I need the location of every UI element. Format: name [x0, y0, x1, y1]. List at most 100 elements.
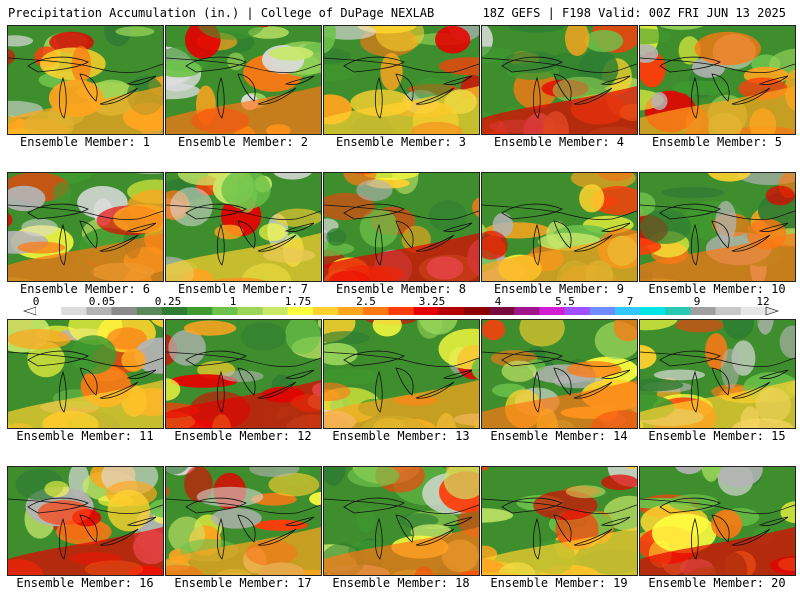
colorbar-tick-label: 1	[230, 296, 237, 308]
country-border	[166, 204, 321, 220]
lake-outline	[27, 203, 89, 220]
lake-outline	[395, 367, 414, 396]
precip-shading	[380, 53, 403, 91]
lake-outline	[126, 222, 157, 232]
precip-shading	[429, 199, 467, 232]
lake-outline	[257, 381, 297, 399]
panel-label: Ensemble Member: 20	[648, 576, 786, 590]
colorbar-swatch	[413, 307, 440, 315]
lake-outline	[216, 223, 225, 266]
precip-shading	[115, 26, 155, 37]
colorbar-swatch	[589, 307, 616, 315]
lake-outline	[758, 75, 789, 85]
panel-label: Ensemble Member: 13	[332, 429, 470, 443]
colorbar-swatch	[489, 307, 515, 315]
lake-outline	[553, 514, 572, 543]
lake-outline	[374, 517, 383, 560]
colorbar-tick-label: 0.25	[155, 296, 182, 308]
precip-map	[482, 320, 637, 428]
lake-outline	[442, 222, 473, 232]
lake-outline	[27, 56, 89, 73]
panel-label: Ensemble Member: 1	[19, 135, 151, 149]
precip-shading	[317, 320, 321, 329]
precip-shading	[659, 26, 704, 30]
colorbar-swatch	[262, 307, 289, 315]
precip-shading	[324, 331, 370, 345]
precip-shading	[482, 467, 490, 472]
ensemble-map-panel	[323, 466, 480, 576]
lake-outline	[27, 350, 89, 367]
lake-outline	[343, 497, 405, 514]
precip-shading	[285, 320, 321, 355]
ensemble-map-panel	[7, 319, 164, 429]
colorbar-tick-label: 7	[627, 296, 634, 308]
country-border	[482, 351, 637, 367]
colorbar-swatch	[388, 307, 414, 315]
ensemble-map-panel	[165, 466, 322, 576]
precip-shading	[268, 472, 320, 497]
precip-shading	[779, 325, 795, 359]
lake-outline	[58, 76, 67, 119]
precip-shading	[375, 26, 425, 52]
panel-label: Ensemble Member: 10	[648, 282, 786, 296]
ensemble-map-panel	[481, 172, 638, 282]
precip-shading	[640, 209, 691, 244]
colorbar-swatch	[237, 307, 263, 315]
precip-map	[324, 173, 479, 281]
precip-shading	[249, 467, 300, 477]
precip-shading	[694, 31, 761, 66]
colorbar-swatch	[690, 307, 716, 315]
precip-map	[166, 26, 321, 134]
colorbar-swatch	[665, 307, 691, 315]
country-border	[166, 498, 321, 514]
precip-shading	[8, 329, 71, 350]
lake-outline	[126, 516, 157, 526]
precip-shading	[668, 494, 719, 512]
precip-shading	[184, 320, 237, 336]
country-border	[8, 351, 163, 367]
colorbar-tick-label: 9	[694, 296, 701, 308]
colorbar-tick-label: 4	[495, 296, 502, 308]
lake-outline	[395, 220, 414, 249]
precip-shading	[135, 173, 163, 174]
lake-outline	[284, 75, 315, 85]
precip-shading	[324, 48, 352, 64]
colorbar-swatch	[312, 307, 339, 315]
lake-outline	[659, 203, 721, 220]
precip-shading	[221, 173, 271, 210]
precip-shading	[166, 82, 201, 100]
ensemble-map-panel	[323, 319, 480, 429]
country-border	[324, 57, 479, 73]
lake-outline	[758, 516, 789, 526]
lake-outline	[79, 514, 98, 543]
lake-outline	[600, 222, 631, 232]
lake-outline	[185, 203, 247, 220]
colorbar-swatch	[514, 307, 540, 315]
lake-outline	[257, 234, 297, 252]
precip-map	[640, 320, 795, 428]
colorbar-tick-label: 0.05	[89, 296, 116, 308]
panel-label: Ensemble Member: 11	[16, 429, 154, 443]
lake-outline	[374, 223, 383, 266]
precip-shading	[482, 230, 508, 260]
precip-shading	[438, 328, 479, 370]
lake-outline	[257, 528, 297, 546]
panel-label: Ensemble Member: 15	[648, 429, 786, 443]
lake-outline	[532, 517, 541, 560]
colorbar-swatch	[438, 307, 465, 315]
lake-outline	[216, 370, 225, 413]
colorbar-swatch	[61, 307, 87, 315]
precip-shading	[640, 344, 657, 370]
precip-shading	[519, 320, 565, 347]
precip-shading	[640, 28, 673, 45]
precip-shading	[653, 369, 705, 381]
colorbar-swatch	[539, 307, 565, 315]
precip-shading	[675, 467, 703, 475]
precip-shading	[501, 360, 537, 382]
precip-shading	[438, 57, 479, 76]
lake-outline	[58, 517, 67, 560]
colorbar-swatch	[640, 307, 666, 315]
lake-outline	[257, 87, 297, 105]
precip-shading	[151, 320, 163, 328]
ensemble-map-panel	[639, 466, 796, 576]
